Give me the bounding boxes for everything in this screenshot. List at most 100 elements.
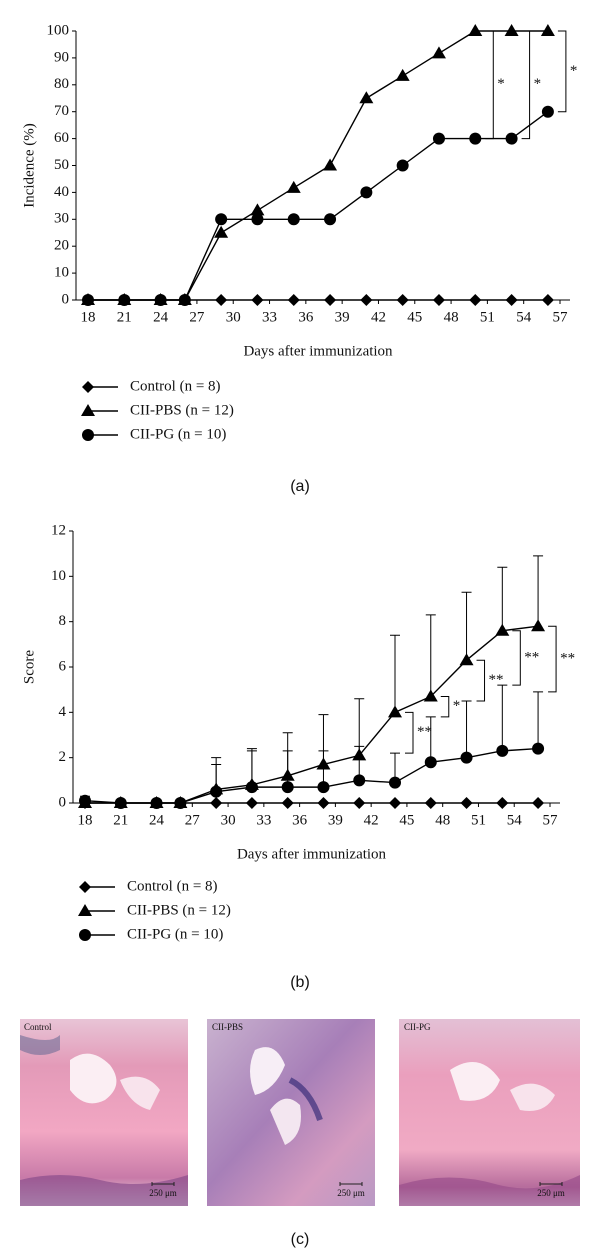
significance-bracket xyxy=(485,30,494,140)
marker xyxy=(532,797,545,809)
significance-bracket xyxy=(440,695,450,718)
legend-label: CII-PG (n = 10) xyxy=(127,926,223,942)
legend-label: Control (n = 8) xyxy=(130,378,221,394)
panel-caption: (c) xyxy=(291,1231,310,1248)
marker xyxy=(114,797,127,809)
marker xyxy=(215,294,228,306)
legend-label: CII-PBS (n = 12) xyxy=(130,402,234,418)
x-tick-label: 30 xyxy=(226,309,241,325)
marker xyxy=(432,132,445,145)
scale-bar xyxy=(539,1182,563,1186)
marker xyxy=(250,203,265,216)
marker xyxy=(505,132,518,145)
x-tick-label: 24 xyxy=(153,309,169,325)
y-axis-label: Score xyxy=(21,650,37,684)
marker xyxy=(389,797,401,809)
marker xyxy=(353,797,366,809)
y-tick-label: 8 xyxy=(59,613,67,629)
legend-marker xyxy=(82,429,94,441)
image-label: CII-PBS xyxy=(212,1022,243,1032)
marker xyxy=(210,785,223,798)
significance-bracket xyxy=(557,30,567,113)
x-tick-label: 45 xyxy=(399,812,414,828)
error-bar xyxy=(282,750,293,788)
error-bar xyxy=(461,700,472,758)
scale-bar xyxy=(151,1182,175,1186)
marker xyxy=(214,225,229,238)
marker xyxy=(469,132,482,145)
marker xyxy=(431,46,446,59)
x-tick-label: 36 xyxy=(298,309,314,325)
marker xyxy=(541,294,554,306)
x-tick-label: 57 xyxy=(543,812,559,828)
x-tick-label: 33 xyxy=(262,309,277,325)
x-tick-label: 18 xyxy=(81,309,96,325)
error-bar xyxy=(425,716,436,763)
marker xyxy=(323,158,338,171)
image-label: Control xyxy=(24,1022,52,1032)
marker xyxy=(359,91,374,104)
marker xyxy=(317,797,330,809)
marker xyxy=(178,294,191,306)
legend-marker xyxy=(79,929,91,941)
marker xyxy=(459,653,474,666)
marker xyxy=(324,294,337,306)
significance-label: * xyxy=(453,698,461,714)
marker xyxy=(154,294,167,306)
y-tick-label: 0 xyxy=(62,291,70,307)
y-tick-label: 60 xyxy=(54,130,69,146)
marker xyxy=(286,180,301,193)
marker xyxy=(532,742,545,755)
y-tick-label: 30 xyxy=(54,211,69,227)
y-tick-label: 4 xyxy=(59,704,67,720)
legend-marker xyxy=(81,404,95,416)
x-tick-label: 54 xyxy=(507,812,523,828)
marker xyxy=(287,213,300,226)
marker xyxy=(215,213,228,226)
y-tick-label: 40 xyxy=(54,184,69,200)
marker xyxy=(396,159,409,172)
scale-label: 250 μm xyxy=(537,1188,565,1198)
marker xyxy=(424,797,437,809)
error-bar xyxy=(497,684,508,751)
significance-label: ** xyxy=(489,672,504,688)
marker xyxy=(281,797,294,809)
panel-caption: (b) xyxy=(290,974,310,991)
marker xyxy=(496,797,509,809)
marker xyxy=(251,213,264,226)
scale-label: 250 μm xyxy=(149,1188,177,1198)
marker xyxy=(469,294,482,306)
x-tick-label: 33 xyxy=(256,812,271,828)
significance-bracket xyxy=(548,625,557,693)
scale-bar xyxy=(339,1182,363,1186)
y-axis-label: Incidence (%) xyxy=(21,123,37,208)
marker xyxy=(531,619,546,632)
marker xyxy=(281,781,294,794)
x-tick-label: 42 xyxy=(371,309,386,325)
marker xyxy=(388,705,402,718)
marker xyxy=(540,24,555,36)
histology-control xyxy=(20,1019,188,1206)
x-tick-label: 21 xyxy=(113,812,128,828)
scale-label: 250 μm xyxy=(337,1188,365,1198)
x-axis-label: Days after immunization xyxy=(237,846,387,862)
marker xyxy=(118,294,131,306)
error-bar xyxy=(461,591,472,661)
panel-caption: (a) xyxy=(290,478,310,495)
significance-label: ** xyxy=(560,651,575,667)
marker xyxy=(360,294,373,306)
marker xyxy=(460,751,473,764)
x-tick-label: 42 xyxy=(364,812,379,828)
marker xyxy=(353,774,366,787)
x-axis-label: Days after immunization xyxy=(243,343,393,359)
y-tick-label: 80 xyxy=(54,76,69,92)
series-line xyxy=(85,625,539,804)
histology-cii-pbs xyxy=(207,1019,375,1206)
error-bar xyxy=(533,555,544,627)
y-tick-label: 6 xyxy=(59,658,67,674)
x-tick-label: 39 xyxy=(328,812,343,828)
x-tick-label: 54 xyxy=(516,309,532,325)
y-tick-label: 10 xyxy=(51,568,66,584)
marker xyxy=(210,797,223,809)
error-bar xyxy=(318,750,329,788)
